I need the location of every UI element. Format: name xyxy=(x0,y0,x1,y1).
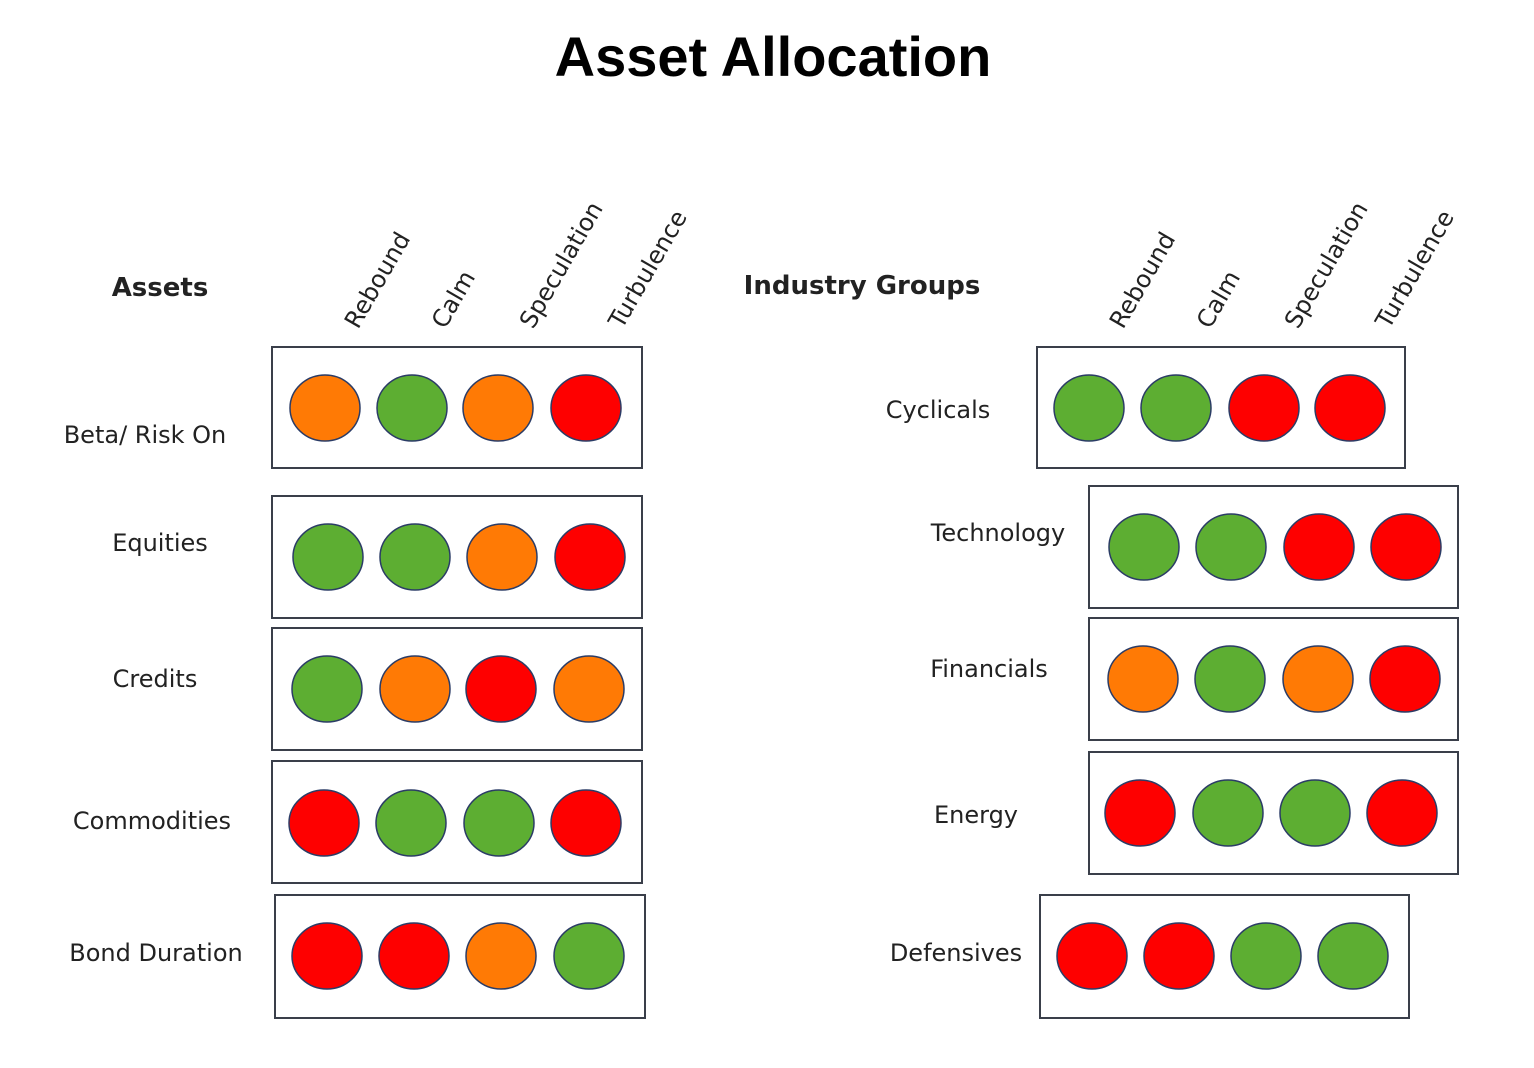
signal-speculation-green xyxy=(1279,779,1351,847)
page-title: Asset Allocation xyxy=(554,25,992,88)
signal-rebound-red xyxy=(1056,922,1128,990)
signal-turbulence-red xyxy=(554,523,626,591)
column-header-turbulence: Turbulence xyxy=(1369,205,1459,333)
signal-rebound-green xyxy=(1053,374,1125,442)
signal-calm-green xyxy=(1195,513,1267,581)
row-label: Technology xyxy=(930,519,1065,547)
signal-calm-green xyxy=(379,523,451,591)
row-commodities: Commodities xyxy=(73,760,643,884)
row-bond-duration: Bond Duration xyxy=(69,894,646,1019)
signal-turbulence-red xyxy=(1369,645,1441,713)
signal-turbulence-red xyxy=(1366,779,1438,847)
signal-rebound-red xyxy=(1104,779,1176,847)
signal-speculation-orange xyxy=(1282,645,1354,713)
column-header-speculation: Speculation xyxy=(514,197,609,333)
signal-speculation-orange xyxy=(466,523,538,591)
signal-rebound-red xyxy=(288,789,360,857)
signal-turbulence-red xyxy=(550,789,622,857)
signal-calm-green xyxy=(1194,645,1266,713)
signal-rebound-orange xyxy=(1107,645,1179,713)
signal-speculation-red xyxy=(1228,374,1300,442)
industry-groups-heading: Industry Groups xyxy=(744,271,981,301)
signal-rebound-red xyxy=(291,922,363,990)
row-energy: Energy xyxy=(934,751,1459,875)
row-label: Bond Duration xyxy=(69,939,242,967)
signal-speculation-green xyxy=(463,789,535,857)
signal-calm-green xyxy=(376,374,448,442)
signal-turbulence-red xyxy=(1370,513,1442,581)
signal-calm-red xyxy=(378,922,450,990)
signal-turbulence-green xyxy=(1317,922,1389,990)
signal-rebound-green xyxy=(291,655,363,723)
column-header-calm: Calm xyxy=(1191,266,1246,333)
row-technology: Technology xyxy=(930,485,1459,609)
row-label: Credits xyxy=(113,665,198,693)
row-label: Cyclicals xyxy=(886,396,991,424)
row-label: Equities xyxy=(112,529,208,557)
signal-calm-green xyxy=(1140,374,1212,442)
signal-calm-orange xyxy=(379,655,451,723)
row-defensives: Defensives xyxy=(890,894,1410,1019)
signal-speculation-orange xyxy=(462,374,534,442)
signal-calm-green xyxy=(1192,779,1264,847)
signal-speculation-red xyxy=(465,655,537,723)
signal-speculation-red xyxy=(1283,513,1355,581)
row-credits: Credits xyxy=(113,627,643,751)
row-financials: Financials xyxy=(930,617,1459,741)
signal-speculation-green xyxy=(1230,922,1302,990)
row-label: Defensives xyxy=(890,939,1022,967)
signal-calm-red xyxy=(1143,922,1215,990)
row-equities: Equities xyxy=(112,495,643,619)
row-label: Energy xyxy=(934,801,1018,829)
row-label: Commodities xyxy=(73,807,231,835)
signal-rebound-green xyxy=(292,523,364,591)
assets-heading: Assets xyxy=(112,273,209,303)
row-cyclicals: Cyclicals xyxy=(886,346,1406,469)
column-header-turbulence: Turbulence xyxy=(602,205,692,333)
signal-turbulence-orange xyxy=(553,655,625,723)
row-beta-risk-on: Beta/ Risk On xyxy=(64,346,643,469)
row-label: Beta/ Risk On xyxy=(64,421,227,449)
row-label: Financials xyxy=(930,655,1048,683)
signal-rebound-orange xyxy=(289,374,361,442)
column-header-rebound: Rebound xyxy=(1104,227,1181,333)
signal-turbulence-red xyxy=(1314,374,1386,442)
signal-speculation-orange xyxy=(465,922,537,990)
industry-groups-panel: Industry Groups Rebound Calm SpeculationTur… xyxy=(744,197,1460,1019)
column-header-speculation: Speculation xyxy=(1279,197,1374,333)
column-header-rebound: Rebound xyxy=(339,227,416,333)
signal-rebound-green xyxy=(1108,513,1180,581)
signal-turbulence-green xyxy=(553,922,625,990)
column-header-calm: Calm xyxy=(426,266,481,333)
signal-turbulence-red xyxy=(550,374,622,442)
signal-calm-green xyxy=(375,789,447,857)
